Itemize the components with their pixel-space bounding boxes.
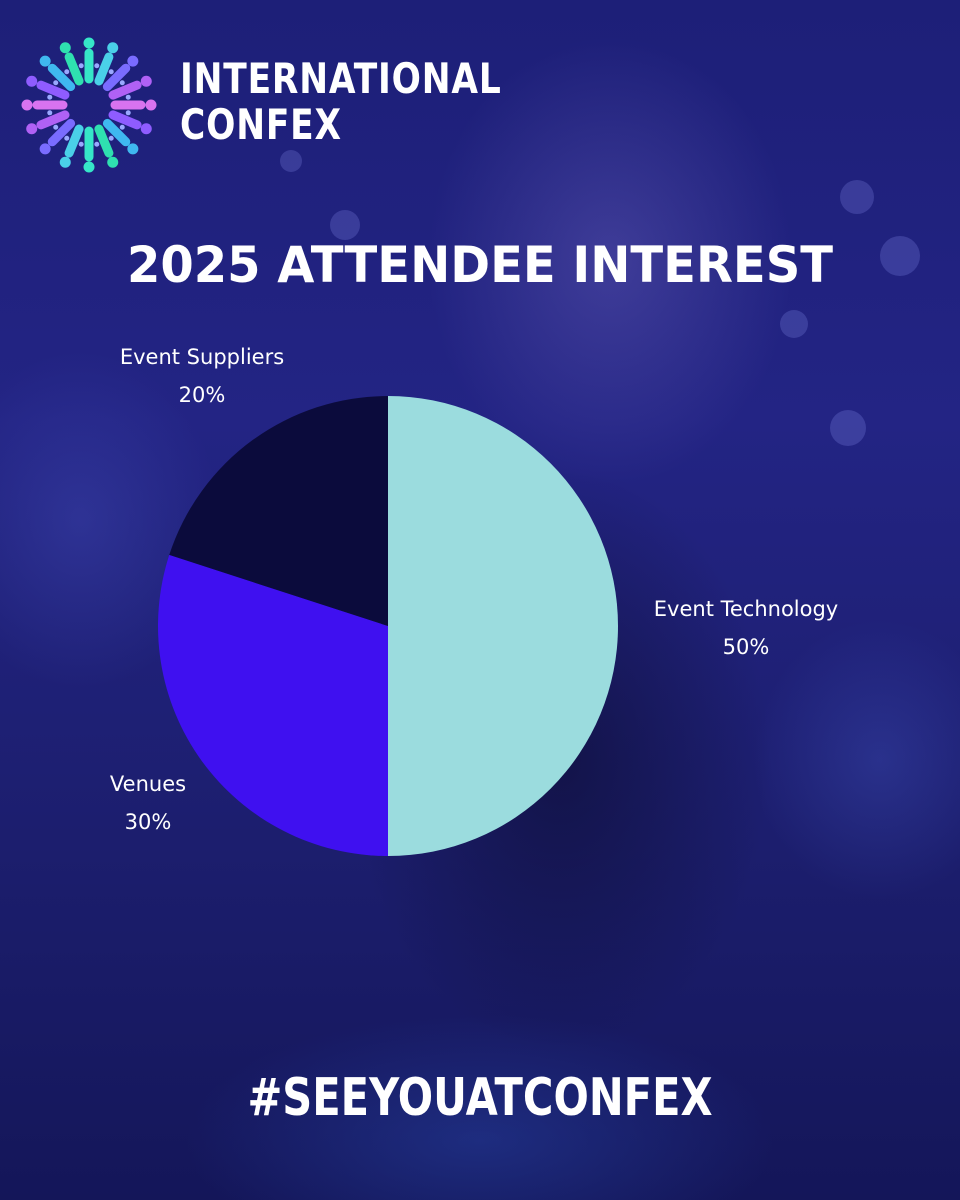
slice-value-label: 20% — [178, 383, 226, 407]
bokeh-light — [780, 310, 808, 338]
bokeh-light — [830, 410, 866, 446]
slice-value-label: 30% — [124, 810, 172, 834]
pie-slice-venues — [158, 554, 388, 856]
logo-figure-icon — [78, 126, 95, 173]
pie-slice-event-suppliers — [169, 396, 388, 626]
slice-label-venues: Venues 30% — [96, 765, 200, 841]
bokeh-light — [280, 150, 302, 172]
people-circle-logo-icon — [21, 37, 157, 173]
slice-category-label: Event Technology — [653, 597, 839, 621]
bokeh-light — [330, 210, 360, 240]
logo-figure-icon — [26, 75, 70, 100]
brand-line-2: CONFEX — [180, 100, 342, 149]
slice-category-label: Venues — [109, 772, 187, 796]
logo-figure-icon — [39, 55, 76, 92]
logo-figure-icon — [39, 118, 76, 155]
slice-label-event-technology: Event Technology 50% — [628, 590, 864, 666]
logo-figure-icon — [59, 42, 84, 86]
logo-figure-icon — [108, 110, 152, 135]
slice-category-label: Event Suppliers — [119, 345, 285, 369]
slice-value-label: 50% — [722, 635, 770, 659]
slice-label-event-suppliers: Event Suppliers 20% — [102, 338, 302, 414]
logo-figure-icon — [83, 37, 100, 84]
pie-slice-event-technology — [388, 396, 618, 856]
hashtag: #SEEYOUATCONFEX — [247, 1068, 713, 1128]
logo-figure-icon — [110, 99, 157, 116]
logo-figure-icon — [102, 55, 139, 92]
logo-figure-icon — [59, 124, 84, 168]
logo-figure-icon — [108, 75, 152, 100]
logo-figure-icon — [21, 94, 68, 111]
logo-figure-icon — [26, 110, 70, 135]
bokeh-light — [880, 236, 920, 276]
logo-figure-icon — [94, 124, 119, 168]
logo-figure-icon — [94, 42, 119, 86]
bokeh-light — [840, 180, 874, 214]
brand-name: INTERNATIONAL CONFEX — [180, 56, 502, 148]
logo-figure-icon — [102, 118, 139, 155]
brand-line-1: INTERNATIONAL — [180, 54, 502, 103]
chart-title: 2025 ATTENDEE INTEREST — [126, 236, 834, 294]
